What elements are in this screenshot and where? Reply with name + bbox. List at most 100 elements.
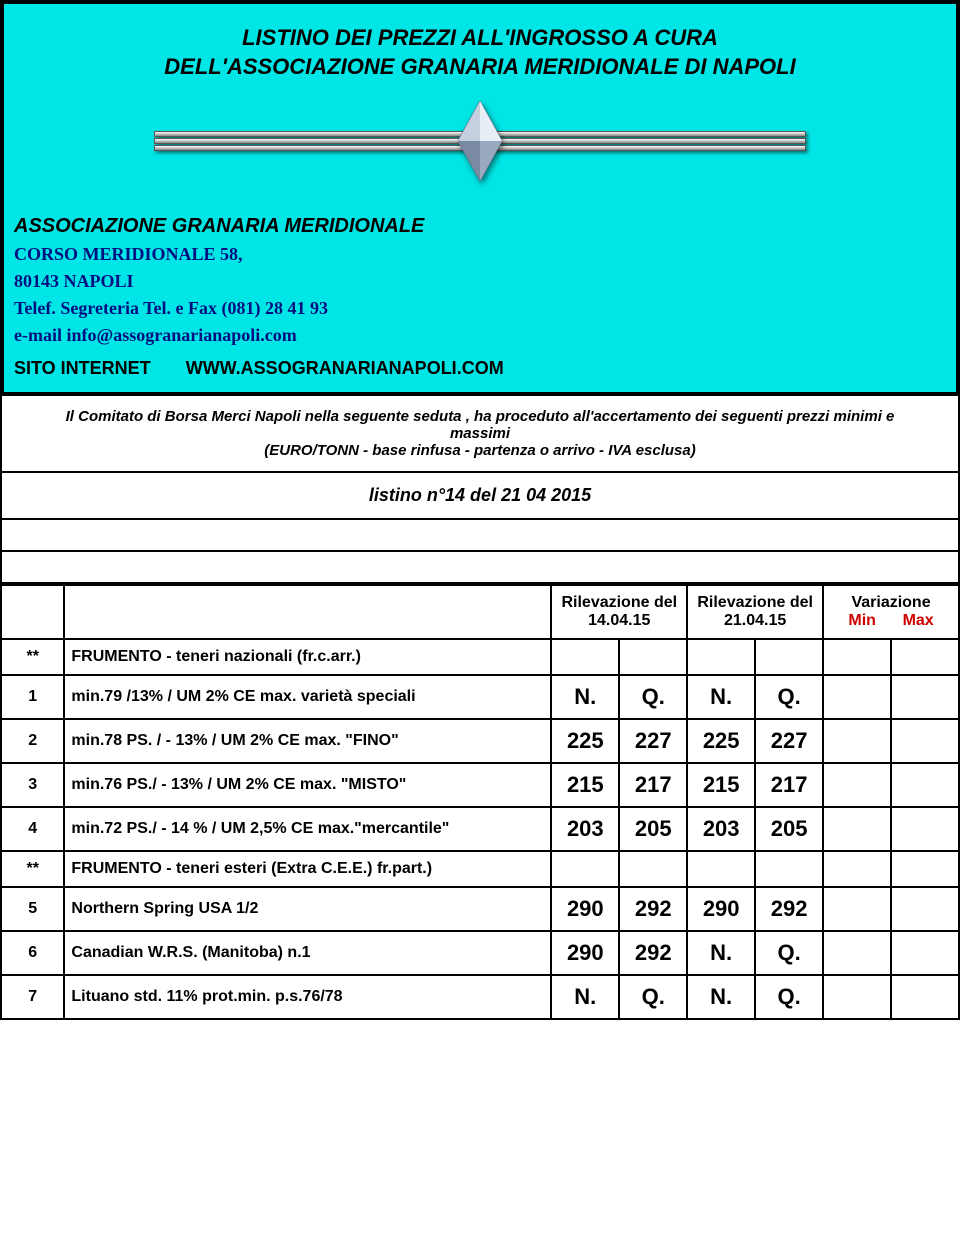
org-city: 80143 NAPOLI <box>14 268 946 295</box>
site-url: WWW.ASSOGRANARIANAPOLI.COM <box>186 358 504 378</box>
table-row: 5Northern Spring USA 1/2290292290292 <box>1 887 959 931</box>
committee-line1: Il Comitato di Borsa Merci Napoli nella … <box>42 408 918 442</box>
row-idx: 5 <box>1 887 64 931</box>
row-vmin <box>823 887 891 931</box>
title-line2: DELL'ASSOCIAZIONE GRANARIA MERIDIONALE D… <box>14 53 946 82</box>
committee-box: Il Comitato di Borsa Merci Napoli nella … <box>0 396 960 473</box>
row-r2b: 217 <box>755 763 823 807</box>
row-r2a: 290 <box>687 887 755 931</box>
org-tel: Telef. Segreteria Tel. e Fax (081) 28 41… <box>14 295 946 322</box>
row-desc: FRUMENTO - teneri nazionali (fr.c.arr.) <box>64 639 551 675</box>
row-vmax <box>891 851 959 887</box>
spacer-row-1 <box>0 520 960 552</box>
row-r1b: 217 <box>619 763 687 807</box>
row-r2b: Q. <box>755 931 823 975</box>
price-table: Rilevazione del 14.04.15 Rilevazione del… <box>0 584 960 1020</box>
row-r2a: N. <box>687 975 755 1019</box>
diamond-icon <box>458 101 502 181</box>
row-r1a <box>551 639 619 675</box>
ril2-header: Rilevazione del 21.04.15 <box>687 585 823 639</box>
row-vmax <box>891 887 959 931</box>
row-r2b: Q. <box>755 975 823 1019</box>
row-r1a: 290 <box>551 931 619 975</box>
header-box: LISTINO DEI PREZZI ALL'INGROSSO A CURA D… <box>0 0 960 396</box>
row-vmin <box>823 807 891 851</box>
site-label: SITO INTERNET <box>14 358 151 378</box>
table-row: 4min.72 PS./ - 14 % / UM 2,5% CE max."me… <box>1 807 959 851</box>
row-desc: Northern Spring USA 1/2 <box>64 887 551 931</box>
table-row: 3min.76 PS./ - 13% / UM 2% CE max. "MIST… <box>1 763 959 807</box>
row-r1a <box>551 851 619 887</box>
title-line1: LISTINO DEI PREZZI ALL'INGROSSO A CURA <box>14 24 946 53</box>
row-r1b: Q. <box>619 975 687 1019</box>
row-idx: ** <box>1 851 64 887</box>
row-r1a: N. <box>551 975 619 1019</box>
row-r1b <box>619 639 687 675</box>
ril1-label: Rilevazione del <box>558 594 680 612</box>
row-idx: 4 <box>1 807 64 851</box>
spacer-row-2 <box>0 552 960 584</box>
row-r2a: N. <box>687 675 755 719</box>
row-desc: min.78 PS. / - 13% / UM 2% CE max. "FINO… <box>64 719 551 763</box>
row-idx: 1 <box>1 675 64 719</box>
ril1-header: Rilevazione del 14.04.15 <box>551 585 687 639</box>
row-vmin <box>823 639 891 675</box>
row-desc: min.76 PS./ - 13% / UM 2% CE max. "MISTO… <box>64 763 551 807</box>
row-r2a: 203 <box>687 807 755 851</box>
row-vmax <box>891 763 959 807</box>
row-idx: 7 <box>1 975 64 1019</box>
row-idx: 6 <box>1 931 64 975</box>
table-row: **FRUMENTO - teneri nazionali (fr.c.arr.… <box>1 639 959 675</box>
row-r1b: Q. <box>619 675 687 719</box>
listino-box: listino n°14 del 21 04 2015 <box>0 473 960 520</box>
row-r1a: 203 <box>551 807 619 851</box>
org-name: ASSOCIAZIONE GRANARIA MERIDIONALE <box>14 211 946 241</box>
divider-ornament <box>14 111 946 171</box>
row-vmin <box>823 851 891 887</box>
row-desc: min.79 /13% / UM 2% CE max. varietà spec… <box>64 675 551 719</box>
listino-text: listino n°14 del 21 04 2015 <box>369 485 591 505</box>
org-address: CORSO MERIDIONALE 58, <box>14 241 946 268</box>
row-r2b: 227 <box>755 719 823 763</box>
row-r2b: Q. <box>755 675 823 719</box>
row-r1b: 227 <box>619 719 687 763</box>
row-r1b <box>619 851 687 887</box>
row-r1a: 215 <box>551 763 619 807</box>
row-desc: Canadian W.R.S. (Manitoba) n.1 <box>64 931 551 975</box>
row-r2b <box>755 639 823 675</box>
table-row: **FRUMENTO - teneri esteri (Extra C.E.E.… <box>1 851 959 887</box>
row-vmax <box>891 975 959 1019</box>
ril2-date: 21.04.15 <box>694 612 816 630</box>
row-r1a: 225 <box>551 719 619 763</box>
row-r2a <box>687 851 755 887</box>
row-r2b <box>755 851 823 887</box>
row-r1b: 205 <box>619 807 687 851</box>
row-idx: 2 <box>1 719 64 763</box>
row-vmax <box>891 639 959 675</box>
title-block: LISTINO DEI PREZZI ALL'INGROSSO A CURA D… <box>14 24 946 81</box>
row-r1a: 290 <box>551 887 619 931</box>
row-r1b: 292 <box>619 887 687 931</box>
row-vmax <box>891 675 959 719</box>
committee-line2: (EURO/TONN - base rinfusa - partenza o a… <box>42 442 918 459</box>
row-r2a: N. <box>687 931 755 975</box>
row-vmax <box>891 931 959 975</box>
table-header-row: Rilevazione del 14.04.15 Rilevazione del… <box>1 585 959 639</box>
row-desc: min.72 PS./ - 14 % / UM 2,5% CE max."mer… <box>64 807 551 851</box>
row-r2a: 225 <box>687 719 755 763</box>
row-desc: Lituano std. 11% prot.min. p.s.76/78 <box>64 975 551 1019</box>
row-r1b: 292 <box>619 931 687 975</box>
var-max-label: Max <box>903 612 934 629</box>
row-vmin <box>823 763 891 807</box>
row-r2b: 292 <box>755 887 823 931</box>
table-row: 1min.79 /13% / UM 2% CE max. varietà spe… <box>1 675 959 719</box>
var-label: Variazione <box>830 594 952 612</box>
row-vmin <box>823 931 891 975</box>
ril1-date: 14.04.15 <box>558 612 680 630</box>
ril2-label: Rilevazione del <box>694 594 816 612</box>
site-row: SITO INTERNET WWW.ASSOGRANARIANAPOLI.COM <box>14 355 946 382</box>
table-row: 2min.78 PS. / - 13% / UM 2% CE max. "FIN… <box>1 719 959 763</box>
row-idx: 3 <box>1 763 64 807</box>
row-vmin <box>823 719 891 763</box>
table-row: 6Canadian W.R.S. (Manitoba) n.1290292N.Q… <box>1 931 959 975</box>
